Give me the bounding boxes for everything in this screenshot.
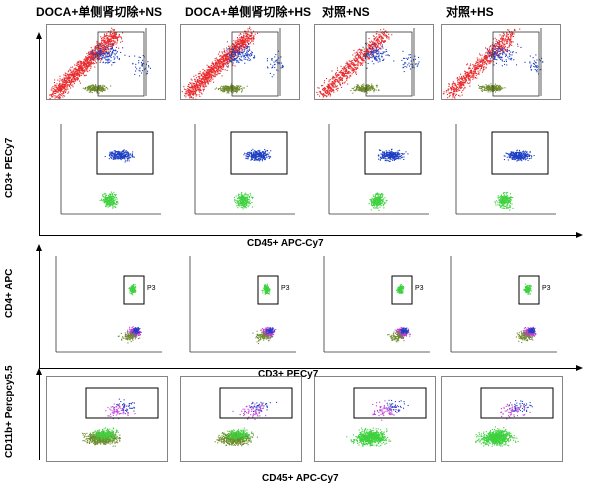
row2-plot-2: P3 <box>178 254 300 358</box>
row1b-plot-4-plot <box>455 124 556 215</box>
row1b-plot-2-plot <box>194 124 295 215</box>
row1b-plot-2 <box>181 120 299 220</box>
row1b-plot-1 <box>47 120 165 220</box>
row2-plot-2-plot: P3 <box>189 256 296 353</box>
row1-y-axis-arrow <box>36 32 42 235</box>
row1a-plot-4-plot <box>441 24 561 100</box>
row1-x-axis-arrow <box>39 232 583 238</box>
row2-plot-4: P3 <box>439 254 561 358</box>
row1b-plot-3-plot <box>328 124 429 215</box>
row3-plot-3 <box>314 376 436 462</box>
row3-plot-1-plot <box>46 376 168 462</box>
row1a-plot-3-plot <box>314 24 434 100</box>
column-title-2: DOCA+单侧肾切除+HS <box>185 5 312 19</box>
row1b-plot-3 <box>315 120 433 220</box>
row1-x-axis-label: CD45+ APC-Cy7 <box>247 238 324 249</box>
column-title-1: DOCA+单侧肾切除+NS <box>36 5 163 19</box>
row2-x-axis-label: CD3+ PECy7 <box>258 369 319 380</box>
row2-y-axis-label: CD4+ APC <box>4 268 15 318</box>
row3-plot-3-plot <box>314 376 436 462</box>
row1b-plot-1-plot <box>60 124 161 215</box>
row3-y-axis-label: CD11b+ Percpcy5.5 <box>4 365 15 458</box>
row1a-plot-2-plot <box>180 24 300 100</box>
row2-x-axis-arrow <box>39 365 583 371</box>
row2-plot-1-plot: P3 <box>55 256 162 353</box>
row2-y-axis-arrow <box>36 244 42 368</box>
row1a-plot-1 <box>46 24 166 100</box>
row3-x-axis-label: CD45+ APC-Cy7 <box>262 473 339 484</box>
row2-plot-4-plot: P3 <box>450 256 557 353</box>
row3-plot-1 <box>46 376 168 462</box>
row2-plot-3-plot: P3 <box>323 256 430 353</box>
row1b-plot-4 <box>442 120 560 220</box>
row3-plot-2-plot <box>180 376 302 462</box>
row1a-plot-3 <box>314 24 434 100</box>
row1a-plot-2 <box>180 24 300 100</box>
row1a-plot-4 <box>441 24 561 100</box>
column-title-4: 对照+HS <box>446 5 494 19</box>
row1-y-axis-label: CD3+ PECy7 <box>4 137 15 198</box>
row3-plot-4 <box>441 376 563 462</box>
row2-plot-3: P3 <box>312 254 434 358</box>
column-title-3: 对照+NS <box>322 5 370 19</box>
row2-plot-1: P3 <box>44 254 166 358</box>
row3-plot-2 <box>180 376 302 462</box>
row3-y-axis-arrow <box>36 368 42 460</box>
row1a-plot-1-plot <box>46 24 166 100</box>
row3-plot-4-plot <box>441 376 563 462</box>
